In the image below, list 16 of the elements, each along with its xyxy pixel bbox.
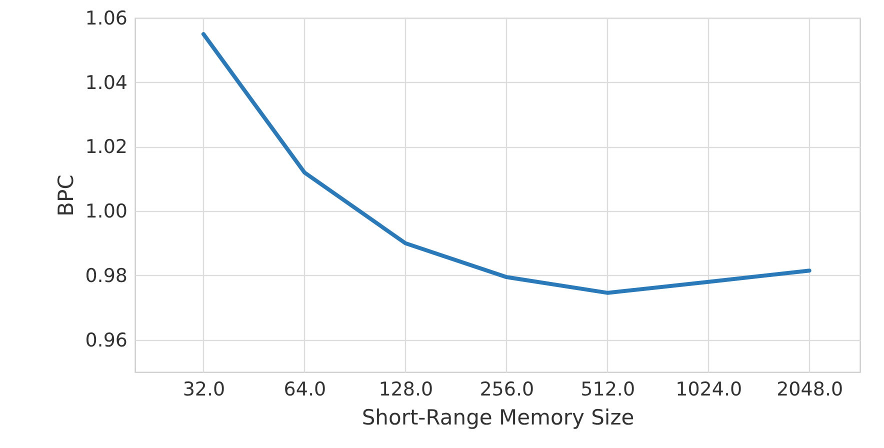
- x-tick-label: 512.0: [580, 378, 636, 400]
- x-tick-label: 1024.0: [676, 378, 742, 400]
- line-series: [201, 32, 812, 295]
- y-tick-label: 1.04: [85, 72, 128, 94]
- y-tick-label: 0.96: [85, 329, 128, 352]
- y-axis-title: BPC: [54, 174, 78, 216]
- x-tick-label: 2048.0: [776, 378, 844, 400]
- x-tick-label: 64.0: [284, 378, 326, 400]
- y-tick-label: 1.00: [85, 200, 128, 223]
- x-tick-label: 256.0: [480, 378, 534, 400]
- y-tick-label: 0.98: [85, 264, 128, 287]
- x-axis-title: Short-Range Memory Size: [362, 406, 634, 430]
- x-tick-label: 128.0: [378, 378, 434, 400]
- y-tick-label: 1.06: [85, 8, 128, 30]
- y-tick-label: 1.02: [85, 136, 128, 158]
- x-tick-label: 32.0: [182, 378, 226, 400]
